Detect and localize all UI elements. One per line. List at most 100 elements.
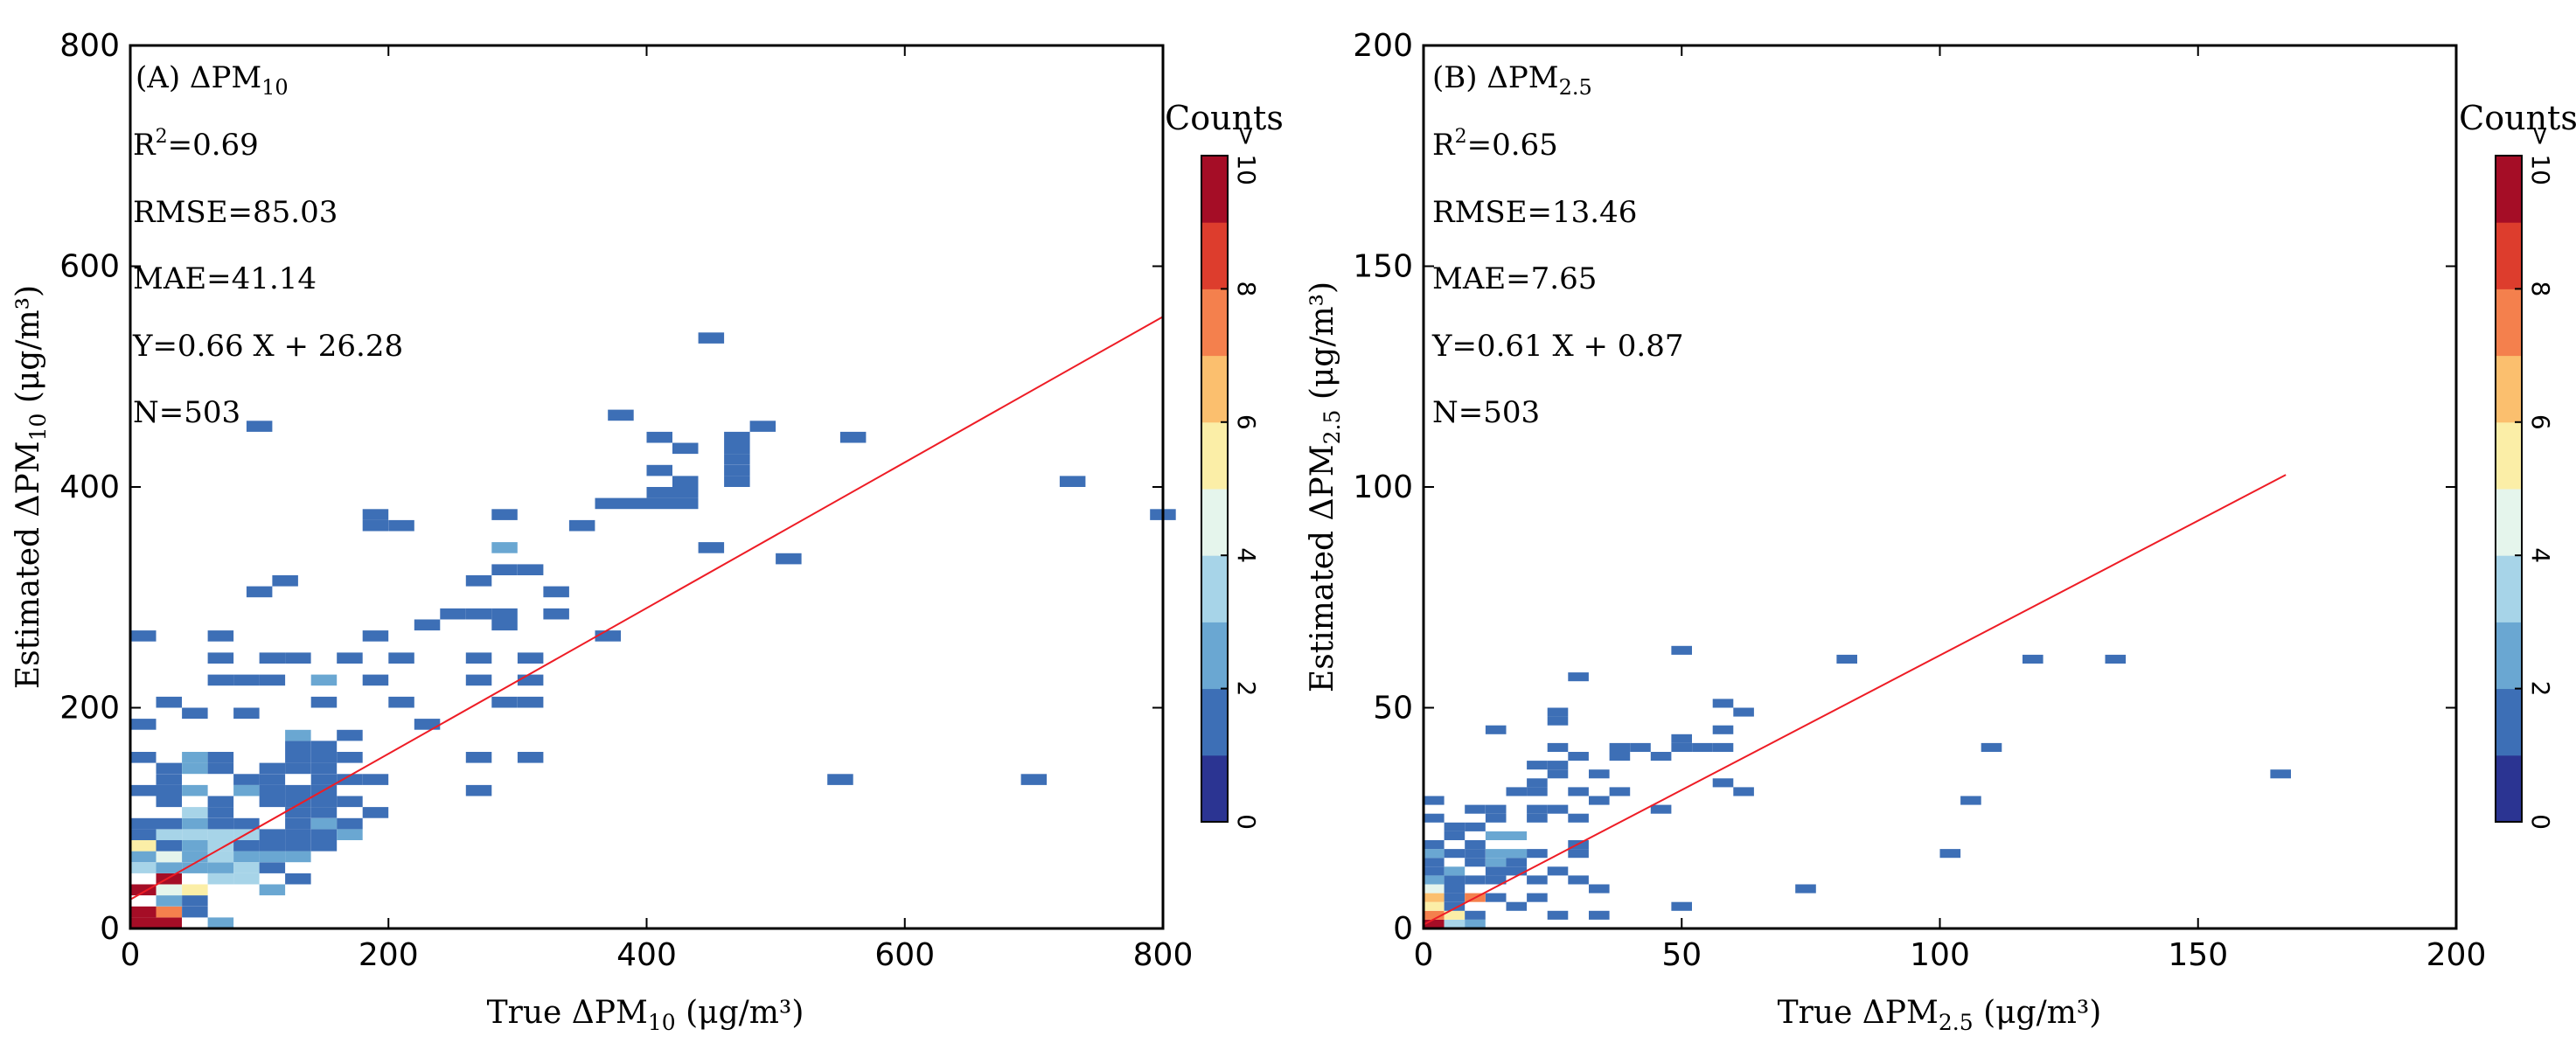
panel-a-equation: Y=0.66 X + 26.28	[132, 329, 403, 364]
panel-b-colorbar: 0 2 4 6 8 > 10	[2495, 126, 2555, 830]
heatmap-cell	[337, 796, 363, 808]
heatmap-cell	[156, 784, 182, 796]
panel-b: 0 50 100 150 200 0 50 100 150 200 (B) ΔPM2.5 R2=0…	[1305, 28, 2576, 1035]
heatmap-cell	[1424, 796, 1445, 805]
heatmap-cell	[1465, 858, 1486, 867]
heatmap-cell	[156, 796, 182, 808]
heatmap-cell	[1506, 787, 1528, 796]
heatmap-cell	[491, 608, 518, 620]
panel-a-mae: MAE=41.14	[133, 261, 317, 296]
heatmap-cell	[1650, 804, 1672, 814]
heatmap-cell	[1589, 910, 1610, 920]
panel-b-y-axis-label: Estimated ΔPM2.5 (μg/m³)	[1305, 282, 1345, 692]
heatmap-cell	[1671, 742, 1692, 752]
heatmap-cell	[2270, 769, 2291, 779]
heatmap-cell	[1485, 866, 1507, 876]
heatmap-cell	[1527, 813, 1548, 823]
heatmap-cell	[156, 862, 182, 873]
colorbar-segment	[1201, 688, 1228, 756]
heatmap-cell	[1444, 866, 1466, 876]
heatmap-cell	[1485, 725, 1507, 734]
heatmap-cell	[233, 817, 260, 830]
heatmap-cell	[337, 652, 363, 664]
heatmap-cell	[465, 784, 492, 796]
heatmap-cell	[1547, 769, 1569, 779]
heatmap-cell	[285, 652, 311, 664]
heatmap-cell	[1609, 787, 1631, 796]
heatmap-cell	[233, 862, 260, 873]
heatmap-cell	[130, 630, 157, 642]
heatmap-cell	[414, 719, 441, 730]
heatmap-cell	[1733, 787, 1754, 796]
heatmap-cell	[1547, 910, 1569, 920]
colorbar-tick-label: 6	[2526, 414, 2555, 430]
heatmap-cell	[1712, 778, 1734, 788]
heatmap-cell	[285, 840, 311, 852]
colorbar-frame	[2495, 155, 2523, 823]
heatmap-cell	[827, 774, 853, 785]
heatmap-cell	[156, 696, 182, 708]
heatmap-cell	[1589, 884, 1610, 894]
heatmap-cell	[1424, 893, 1445, 902]
heatmap-cell	[517, 652, 544, 664]
heatmap-cell	[259, 652, 286, 664]
heatmap-cell	[1589, 769, 1610, 779]
heatmap-cell	[156, 884, 182, 896]
heatmap-cell	[1712, 742, 1734, 752]
heatmap-cell	[465, 674, 492, 686]
heatmap-cell	[1424, 901, 1445, 911]
x-tick-label: 600	[874, 937, 935, 973]
heatmap-cell	[310, 796, 338, 808]
colorbar-frame	[1201, 155, 1229, 823]
heatmap-cell	[1506, 858, 1528, 867]
heatmap-cell	[1692, 742, 1713, 752]
heatmap-cell	[337, 829, 363, 840]
heatmap-cell	[646, 464, 672, 476]
heatmap-cell	[130, 884, 157, 896]
heatmap-cell	[1485, 831, 1507, 840]
heatmap-cell	[337, 729, 363, 741]
colorbar-segment	[1201, 156, 1228, 223]
heatmap-cell	[465, 652, 492, 664]
panel-a-x-axis-label: True ΔPM10 (μg/m³)	[487, 995, 804, 1035]
heatmap-cell	[310, 674, 338, 686]
heatmap-cell	[1444, 901, 1466, 911]
heatmap-cell	[207, 674, 234, 686]
heatmap-cell	[310, 752, 338, 763]
heatmap-cell	[1444, 884, 1466, 894]
heatmap-cell	[130, 752, 157, 763]
heatmap-cell	[1568, 813, 1589, 823]
heatmap-cell	[130, 829, 157, 840]
heatmap-cell	[1547, 742, 1569, 752]
heatmap-cell	[207, 917, 234, 928]
heatmap-cell	[1527, 849, 1548, 859]
heatmap-cell	[1424, 884, 1445, 894]
panel-a: 0 200 400 600 800 0 200 400 600 800 (A) ΔPM10 R2=…	[10, 28, 1284, 1035]
heatmap-cell	[1424, 910, 1445, 920]
x-tick-label: 0	[1414, 937, 1434, 973]
heatmap-cell	[310, 829, 338, 840]
heatmap-cell	[130, 784, 157, 796]
heatmap-cell	[1424, 840, 1445, 850]
colorbar-segment	[2496, 289, 2522, 357]
heatmap-cell	[1465, 919, 1486, 928]
panel-b-regression-line	[1423, 474, 2287, 926]
panel-b-cells	[1424, 645, 2291, 928]
y-tick-label: 200	[59, 691, 120, 727]
y-tick-label: 0	[100, 911, 120, 947]
heatmap-cell	[1568, 672, 1589, 682]
heatmap-cell	[724, 476, 750, 487]
colorbar-segment	[1201, 555, 1228, 622]
heatmap-cell	[749, 421, 776, 432]
heatmap-cell	[272, 575, 298, 587]
heatmap-cell	[1733, 707, 1754, 717]
heatmap-cell	[1465, 910, 1486, 920]
heatmap-cell	[285, 741, 311, 752]
colorbar-segment	[2496, 555, 2522, 622]
heatmap-cell	[362, 630, 389, 642]
heatmap-cell	[1671, 901, 1692, 911]
x-tick-label: 800	[1133, 937, 1194, 973]
panel-b-rmse: RMSE=13.46	[1432, 195, 1637, 230]
colorbar-segment	[1201, 489, 1228, 556]
heatmap-cell	[362, 774, 389, 785]
